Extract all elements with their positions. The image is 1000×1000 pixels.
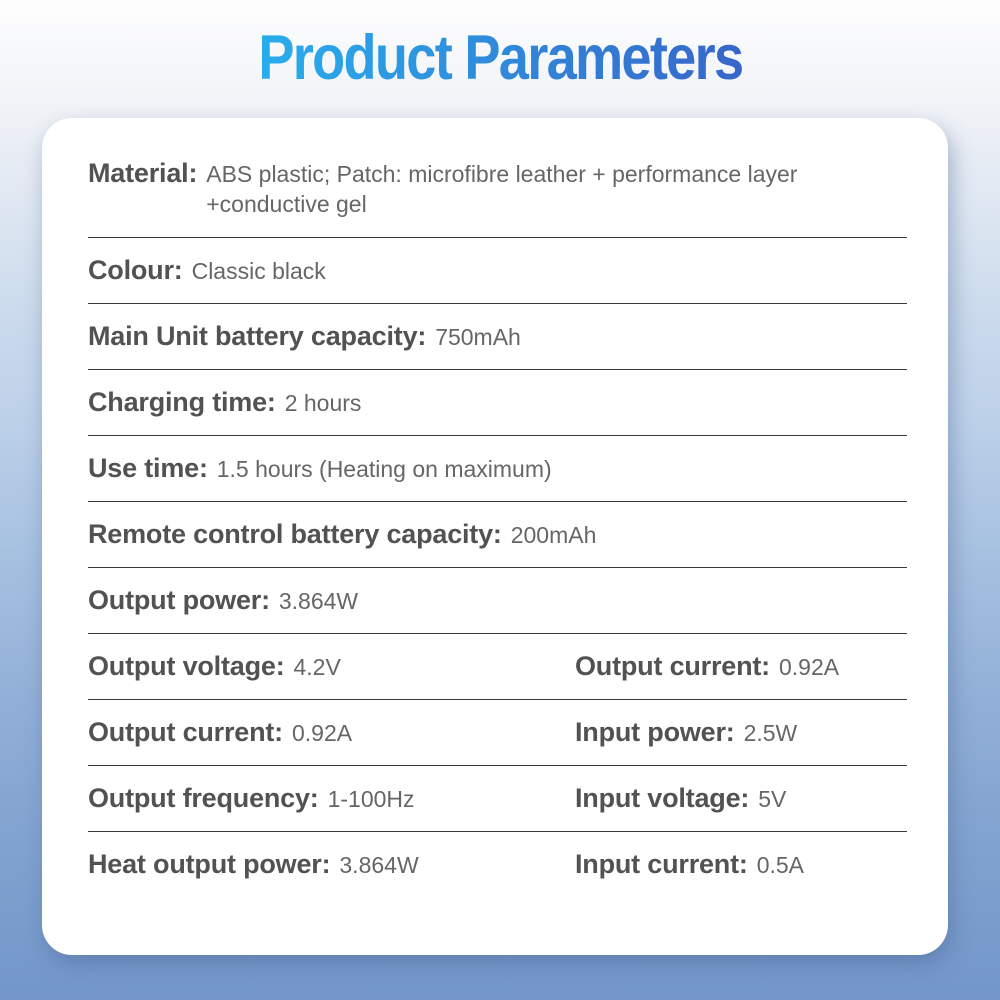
parameter-pair: Heat output power: 3.864W	[88, 849, 575, 880]
parameter-value: 3.864W	[278, 587, 359, 614]
parameter-row-heat-output-power-input-current: Heat output power: 3.864W Input current:…	[88, 832, 907, 898]
parameter-label: Colour:	[88, 254, 183, 285]
parameter-label: Input power:	[575, 716, 735, 747]
parameter-row-material: Material: ABS plastic; Patch: microfibre…	[88, 118, 907, 238]
parameter-pair: Output current: 0.92A	[575, 651, 907, 682]
parameter-pair: Use time: 1.5 hours (Heating on maximum)	[88, 453, 552, 484]
parameter-row-output-voltage-output-current: Output voltage: 4.2V Output current: 0.9…	[88, 634, 907, 700]
parameter-label: Output current:	[575, 650, 770, 681]
parameter-pair: Output power: 3.864W	[88, 585, 358, 616]
parameter-label: Input voltage:	[575, 782, 750, 813]
parameter-row-charging-time: Charging time: 2 hours	[88, 370, 907, 436]
parameter-value: 5V	[758, 785, 787, 812]
parameter-label: Remote control battery capacity:	[88, 518, 502, 549]
parameter-pair: Output voltage: 4.2V	[88, 651, 575, 682]
parameter-pair: Material: ABS plastic; Patch: microfibre…	[88, 158, 851, 220]
parameter-row-remote-battery: Remote control battery capacity: 200mAh	[88, 502, 907, 568]
parameter-label: Charging time:	[88, 386, 276, 417]
parameter-row-colour: Colour: Classic black	[88, 238, 907, 304]
parameter-value: 0.92A	[291, 719, 353, 746]
parameter-label: Use time:	[88, 452, 208, 483]
parameter-value: ABS plastic; Patch: microfibre leather +…	[206, 161, 798, 218]
parameter-pair: Input power: 2.5W	[575, 717, 907, 748]
parameter-pair: Charging time: 2 hours	[88, 387, 361, 418]
parameter-row-output-frequency-input-voltage: Output frequency: 1-100Hz Input voltage:…	[88, 766, 907, 832]
parameter-value: 2 hours	[284, 389, 362, 416]
parameter-value: 200mAh	[510, 521, 597, 548]
parameter-row-main-unit-battery: Main Unit battery capacity: 750mAh	[88, 304, 907, 370]
parameter-pair: Input current: 0.5A	[575, 849, 907, 880]
parameter-pair: Output frequency: 1-100Hz	[88, 783, 575, 814]
parameter-value: 2.5W	[743, 719, 798, 746]
page-title-text: Product Parameters	[258, 23, 744, 93]
parameter-value: 3.864W	[339, 852, 419, 879]
parameter-row-output-current-input-power: Output current: 0.92A Input power: 2.5W	[88, 700, 907, 766]
page-title: Product Parameters	[0, 22, 1000, 94]
parameter-label: Output power:	[88, 584, 270, 615]
parameter-value: 1-100Hz	[327, 785, 415, 812]
parameter-value: 0.5A	[756, 852, 805, 879]
parameter-label: Main Unit battery capacity:	[88, 320, 427, 351]
parameter-row-output-power: Output power: 3.864W	[88, 568, 907, 634]
parameter-label: Material:	[88, 158, 198, 188]
parameter-pair: Remote control battery capacity: 200mAh	[88, 519, 596, 550]
parameter-label: Output voltage:	[88, 650, 285, 681]
parameter-label: Heat output power:	[88, 849, 331, 880]
parameter-pair: Main Unit battery capacity: 750mAh	[88, 321, 521, 352]
parameter-label: Output frequency:	[88, 782, 319, 813]
parameter-label: Output current:	[88, 716, 283, 747]
parameter-value: 1.5 hours (Heating on maximum)	[216, 455, 552, 482]
parameter-label: Input current:	[575, 849, 748, 880]
parameters-card: Material: ABS plastic; Patch: microfibre…	[42, 118, 948, 955]
parameter-value: Classic black	[191, 257, 326, 284]
parameter-pair: Input voltage: 5V	[575, 783, 907, 814]
parameter-value: 4.2V	[293, 653, 341, 680]
parameter-pair: Colour: Classic black	[88, 255, 326, 286]
parameter-value: 0.92A	[778, 653, 840, 680]
parameter-value: 750mAh	[435, 323, 521, 350]
parameter-pair: Output current: 0.92A	[88, 717, 575, 748]
parameter-row-use-time: Use time: 1.5 hours (Heating on maximum)	[88, 436, 907, 502]
